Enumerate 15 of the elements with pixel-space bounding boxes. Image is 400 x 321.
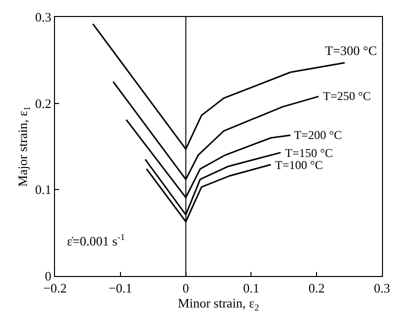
series-label: T=200 °C bbox=[294, 128, 342, 142]
x-tick-label: 0.2 bbox=[308, 280, 325, 296]
x-axis-title: Minor strain, ε$_{2}$ bbox=[178, 296, 260, 312]
x-tick-label: 0 bbox=[182, 280, 190, 296]
x-tick-label: 0.1 bbox=[243, 280, 260, 296]
series-label: T=250 °C bbox=[323, 89, 371, 103]
series-label: T=300 °C bbox=[325, 43, 377, 58]
y-tick-label: 0.2 bbox=[35, 96, 52, 111]
y-tick-label: 0.3 bbox=[35, 10, 52, 25]
series-label: T=150 °C bbox=[285, 146, 333, 160]
series-label: T=100 °C bbox=[275, 158, 323, 172]
x-tick-label: −0.1 bbox=[108, 280, 132, 296]
y-tick-label: 0.1 bbox=[35, 182, 52, 198]
annotation: ε̇=0.001 s$^{-1}$ bbox=[67, 232, 125, 248]
x-tick-label: 0.3 bbox=[374, 280, 390, 296]
